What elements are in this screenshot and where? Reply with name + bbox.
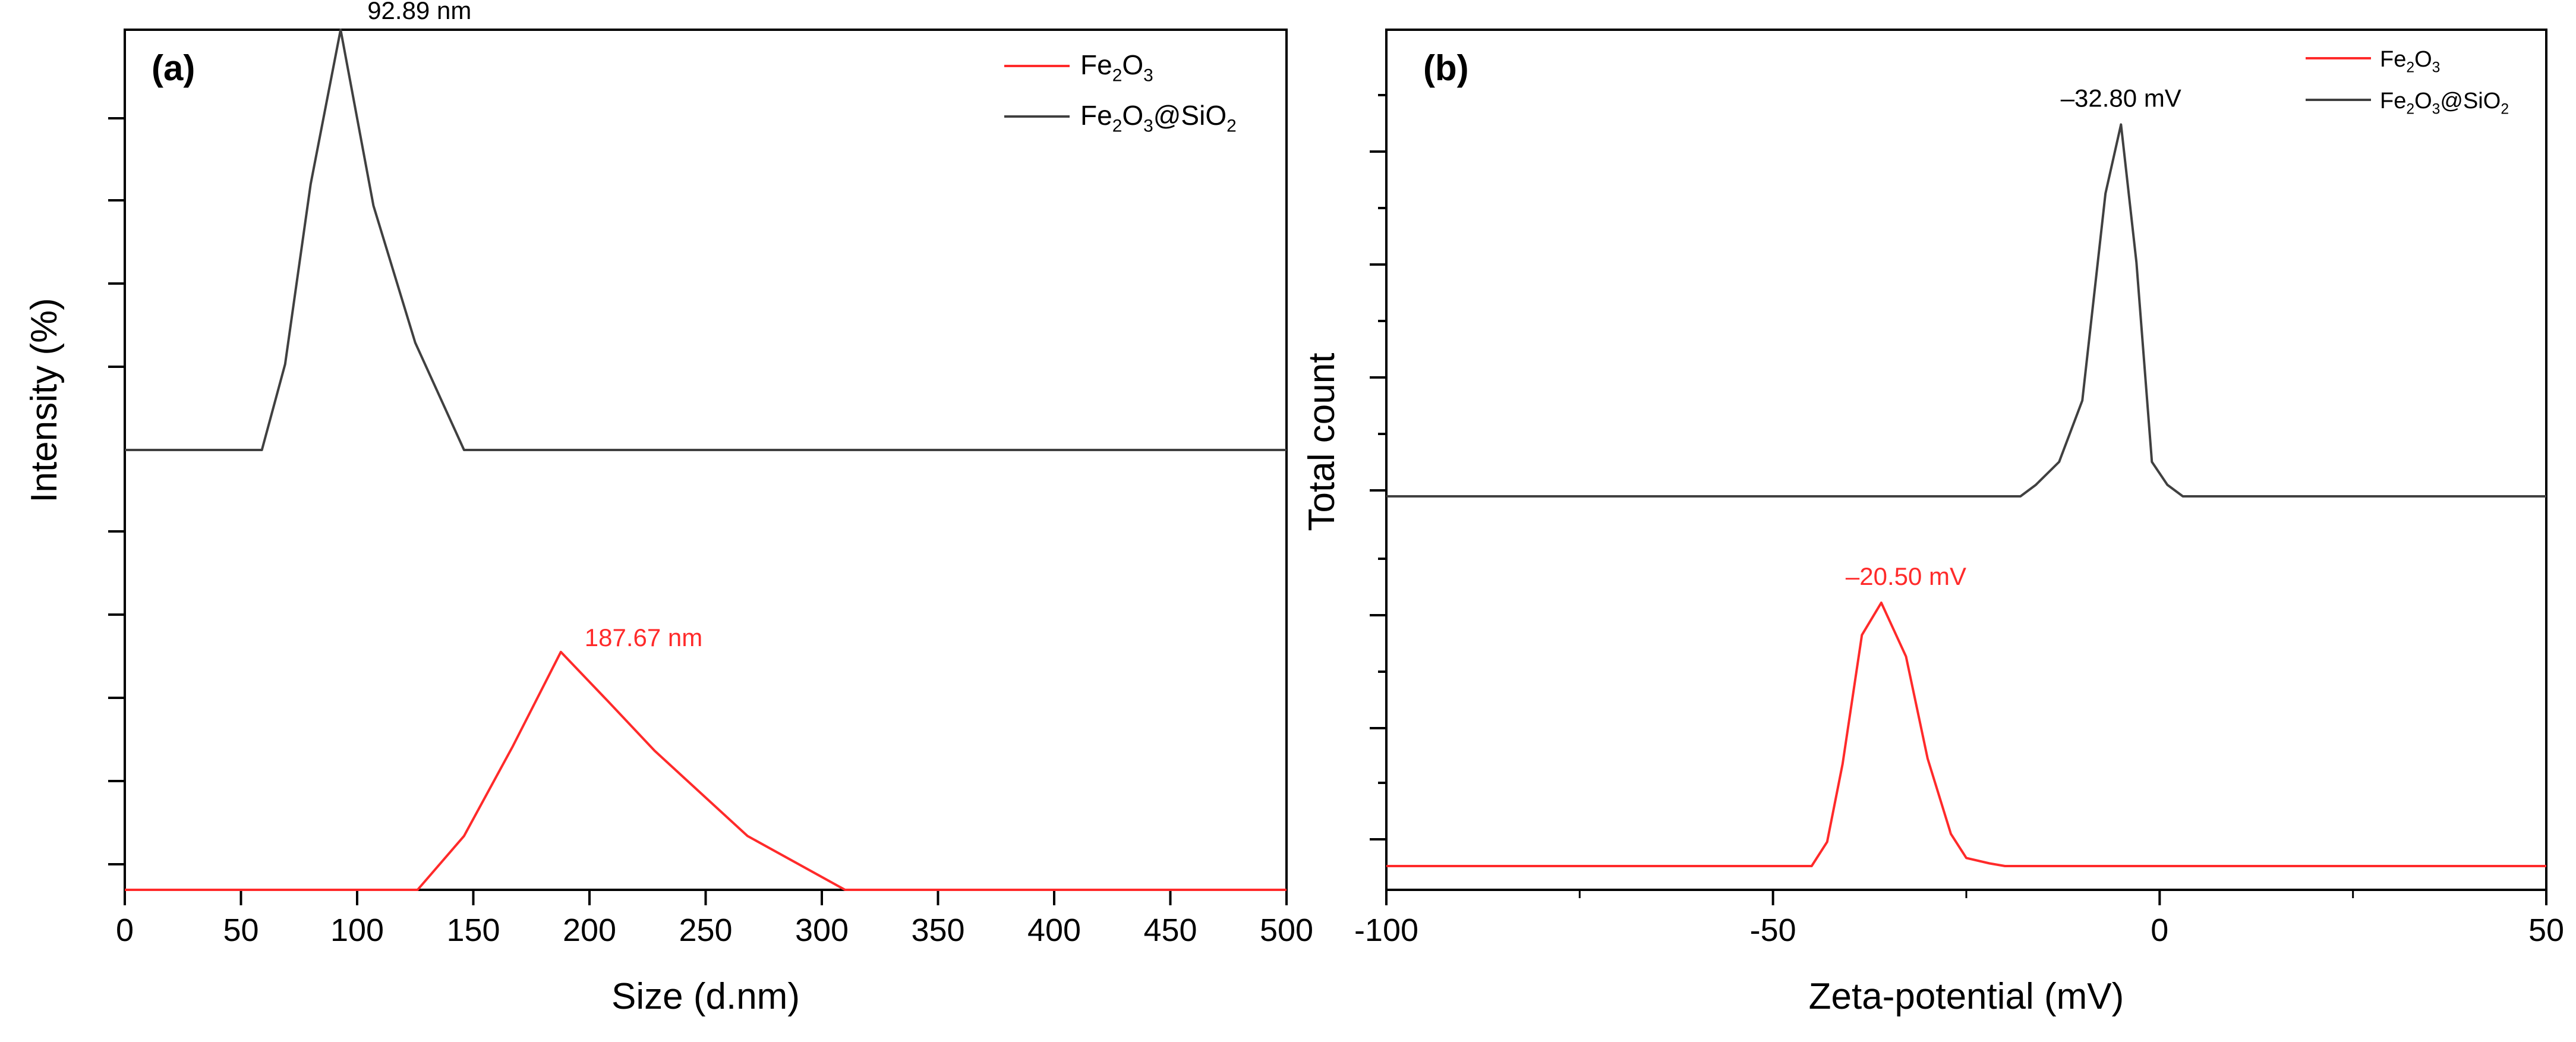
data-point [371, 204, 375, 207]
y-axis-title: Intensity (%) [24, 298, 65, 503]
x-axis-ticks: -100 -50 0 50 [1354, 890, 2564, 948]
data-point [123, 888, 127, 892]
data-point [2119, 122, 2123, 126]
legend-label: Fe2O3@SiO2 [1080, 100, 1237, 136]
data-point [1926, 757, 1929, 760]
y-axis-ticks [1370, 94, 1386, 840]
x-tick-label: 450 [1143, 912, 1197, 948]
x-axis-ticks: 0 50 100 150 200 250 300 350 400 450 500 [116, 890, 1313, 948]
x-tick-label: 400 [1027, 912, 1081, 948]
data-point [1965, 856, 1968, 860]
series-points-fe2o3 [1385, 601, 2548, 868]
legend-label: Fe2O3 [1080, 49, 1153, 86]
data-point [2034, 483, 2038, 487]
data-point [414, 341, 417, 345]
series-points-fe2o3 [123, 650, 1288, 892]
plot-frame [124, 29, 1288, 891]
series-line-fe2o3-sio2 [1386, 123, 2546, 498]
data-point [2181, 495, 2184, 498]
series-points-fe2o3-sio2 [123, 28, 1288, 452]
data-point [2134, 261, 2138, 265]
data-point [606, 700, 610, 703]
x-tick-label: 100 [330, 912, 384, 948]
data-point [123, 448, 127, 452]
data-point [511, 744, 515, 748]
data-point [1285, 888, 1288, 892]
data-point [2080, 399, 2084, 402]
series-line-fe2o3 [1386, 602, 2546, 867]
data-point [1825, 840, 1829, 843]
x-tick-label: 50 [223, 912, 258, 948]
panel-a: 0 50 100 150 200 250 300 350 400 450 500 Size (d.nm… [24, 0, 1313, 1017]
data-point [416, 888, 420, 892]
x-axis-title: Zeta-potential (mV) [1809, 976, 2124, 1017]
data-point [559, 650, 563, 654]
data-point [746, 834, 749, 838]
data-point [1285, 448, 1288, 452]
data-point [1841, 762, 1844, 766]
data-point [1860, 633, 1864, 637]
peak-label: 92.89 nm [367, 0, 471, 24]
data-point [1385, 864, 1388, 868]
legend: Fe2O3 Fe2O3@SiO2 [2306, 47, 2509, 118]
x-tick-label: 350 [911, 912, 964, 948]
data-point [652, 749, 656, 753]
data-point [283, 363, 287, 366]
x-tick-label: 300 [795, 912, 849, 948]
x-tick-label: 150 [446, 912, 500, 948]
data-point [2003, 864, 2007, 868]
panel-label: (a) [152, 48, 195, 88]
data-point [2545, 864, 2548, 868]
series-points-fe2o3-sio2 [1385, 122, 2548, 498]
legend-label: Fe2O3 [2380, 47, 2440, 76]
y-axis-title: Total count [1301, 353, 1342, 531]
y-axis-ticks [108, 117, 125, 865]
x-axis-title: Size (d.nm) [611, 976, 800, 1017]
x-tick-label: 0 [116, 912, 134, 948]
data-point [260, 448, 264, 452]
data-point [2545, 495, 2548, 498]
panel-b: -100 -50 0 50 Zeta-potential (mV) Total count… [1301, 29, 2564, 1017]
data-point [339, 28, 342, 32]
data-point [1880, 601, 1883, 605]
x-tick-label: 200 [563, 912, 616, 948]
data-point [1810, 864, 1814, 868]
plot-frame [1385, 29, 2547, 891]
data-point [1385, 495, 1388, 498]
data-point [2165, 483, 2169, 487]
x-tick-label: -50 [1750, 912, 1796, 948]
data-point [1949, 832, 1953, 836]
panel-label: (b) [1423, 48, 1469, 88]
data-point [2057, 460, 2061, 464]
series-line-fe2o3-sio2 [125, 29, 1287, 451]
data-point [462, 448, 466, 452]
x-tick-label: 500 [1260, 912, 1313, 948]
data-point [1904, 654, 1907, 658]
peak-label: 187.67 nm [585, 624, 702, 651]
x-tick-label: 250 [679, 912, 732, 948]
data-point [1988, 861, 1991, 865]
x-tick-label: 0 [2151, 912, 2168, 948]
data-point [2150, 460, 2154, 464]
legend-label: Fe2O3@SiO2 [2380, 89, 2509, 118]
data-point [2104, 191, 2107, 195]
data-point [462, 834, 466, 838]
data-point [2019, 495, 2022, 498]
legend: Fe2O3 Fe2O3@SiO2 [1004, 49, 1237, 136]
peak-label: –20.50 mV [1846, 562, 1966, 590]
x-tick-label: -100 [1354, 912, 1418, 948]
data-point [843, 888, 847, 892]
series-line-fe2o3 [125, 650, 1287, 891]
data-point [309, 182, 313, 186]
data-point [2026, 864, 2030, 868]
x-tick-label: 50 [2528, 912, 2564, 948]
peak-label: –32.80 mV [2061, 84, 2181, 112]
